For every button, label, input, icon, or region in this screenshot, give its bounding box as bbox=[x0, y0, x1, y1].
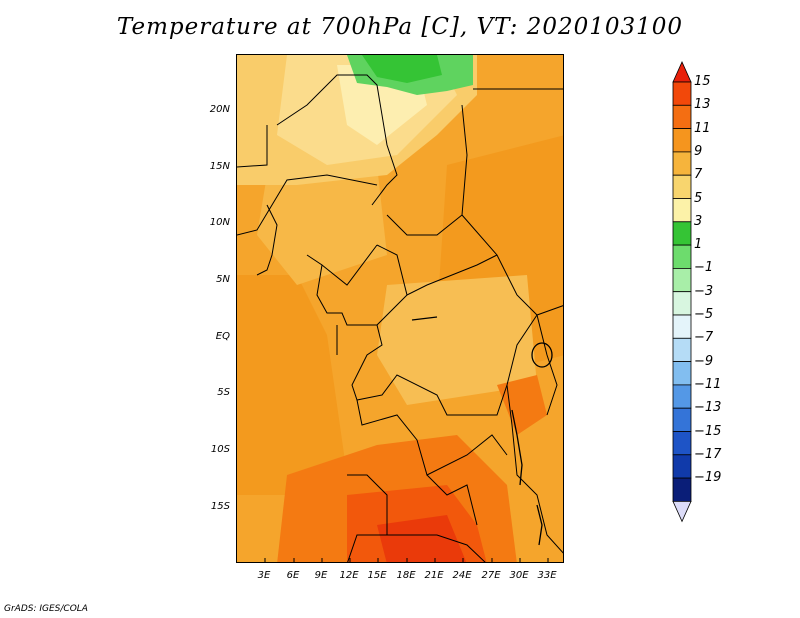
colorbar-tick-label: −17 bbox=[694, 446, 722, 462]
colorbar-swatch bbox=[672, 314, 692, 339]
lat-label-5s: 5S bbox=[217, 387, 230, 398]
map-west-mild-region bbox=[257, 165, 387, 285]
axis-ticks bbox=[264, 558, 549, 562]
map-central-mild-region bbox=[377, 275, 537, 405]
lon-label-6e: 6E bbox=[286, 570, 300, 581]
chart-title: Temperature at 700hPa [C], VT: 202010310… bbox=[116, 14, 684, 40]
lon-label-9e: 9E bbox=[314, 570, 328, 581]
map-green-core bbox=[362, 55, 442, 83]
lon-label-24e: 24E bbox=[452, 570, 472, 581]
temperature-map bbox=[236, 54, 564, 563]
colorbar-tick-label: 9 bbox=[694, 143, 703, 159]
colorbar-swatch-top-arrow bbox=[672, 61, 692, 83]
colorbar-swatch bbox=[672, 291, 692, 316]
colorbar-swatch bbox=[672, 128, 692, 153]
colorbar-tick-label: 5 bbox=[694, 190, 703, 206]
colorbar-swatch bbox=[672, 337, 692, 362]
lon-label-21e: 21E bbox=[424, 570, 444, 581]
colorbar-tick-label: −15 bbox=[694, 423, 722, 439]
colorbar-swatch bbox=[672, 384, 692, 409]
lon-label-33e: 33E bbox=[537, 570, 557, 581]
lake-outlines bbox=[411, 316, 553, 546]
country-borders bbox=[237, 74, 563, 562]
colorbar-swatch bbox=[672, 104, 692, 129]
lon-label-12e: 12E bbox=[339, 570, 359, 581]
colorbar-swatch bbox=[672, 244, 692, 269]
colorbar-tick-label: −3 bbox=[694, 283, 714, 299]
lat-label-15s: 15S bbox=[210, 501, 230, 512]
colorbar-swatch bbox=[672, 174, 692, 199]
lat-label-5n: 5N bbox=[216, 274, 230, 285]
lon-label-3e: 3E bbox=[257, 570, 271, 581]
lon-label-15e: 15E bbox=[367, 570, 387, 581]
lat-label-15n: 15N bbox=[209, 161, 230, 172]
colorbar-tick-label: 11 bbox=[694, 120, 711, 136]
colorbar-tick-label: 15 bbox=[694, 74, 711, 89]
colorbar-swatch-bottom-arrow bbox=[672, 500, 692, 523]
colorbar-tick-label: −1 bbox=[694, 260, 714, 276]
colorbar-swatch bbox=[672, 454, 692, 479]
lon-label-30e: 30E bbox=[509, 570, 529, 581]
colorbar-tick-label: −13 bbox=[694, 400, 722, 416]
colorbar-swatch bbox=[672, 361, 692, 386]
colorbar-tick-label: −11 bbox=[694, 376, 722, 392]
colorbar-tick-label: 7 bbox=[694, 167, 703, 183]
map-south-hottest-region bbox=[377, 515, 467, 562]
footer-credit: GrADS: IGES/COLA bbox=[4, 604, 88, 614]
colorbar-tick-label: 13 bbox=[694, 97, 711, 113]
lon-label-27e: 27E bbox=[481, 570, 501, 581]
lat-label-20n: 20N bbox=[209, 104, 230, 115]
colorbar-swatch bbox=[672, 267, 692, 293]
lat-label-eq: EQ bbox=[215, 331, 230, 342]
colorbar-swatches bbox=[672, 61, 692, 523]
colorbar bbox=[672, 60, 692, 564]
colorbar-swatch bbox=[672, 477, 692, 502]
lat-label-10n: 10N bbox=[209, 217, 230, 228]
map-east-hot-region bbox=[497, 375, 547, 435]
lat-label-10s: 10S bbox=[210, 444, 230, 455]
colorbar-swatch bbox=[672, 221, 692, 246]
colorbar-tick-label: −9 bbox=[694, 353, 714, 369]
colorbar-tick-label: 1 bbox=[694, 237, 703, 253]
colorbar-swatch bbox=[672, 407, 692, 432]
colorbar-swatch bbox=[672, 431, 692, 456]
colorbar-swatch bbox=[672, 198, 692, 223]
lon-label-18e: 18E bbox=[396, 570, 416, 581]
colorbar-tick-label: 3 bbox=[694, 213, 703, 229]
colorbar-swatch bbox=[672, 81, 692, 106]
map-ocean-warm-region bbox=[237, 275, 347, 495]
colorbar-tick-label: −7 bbox=[694, 330, 714, 346]
colorbar-tick-label: −5 bbox=[694, 307, 714, 322]
colorbar-swatch bbox=[672, 151, 692, 176]
colorbar-tick-label: −19 bbox=[694, 470, 722, 486]
